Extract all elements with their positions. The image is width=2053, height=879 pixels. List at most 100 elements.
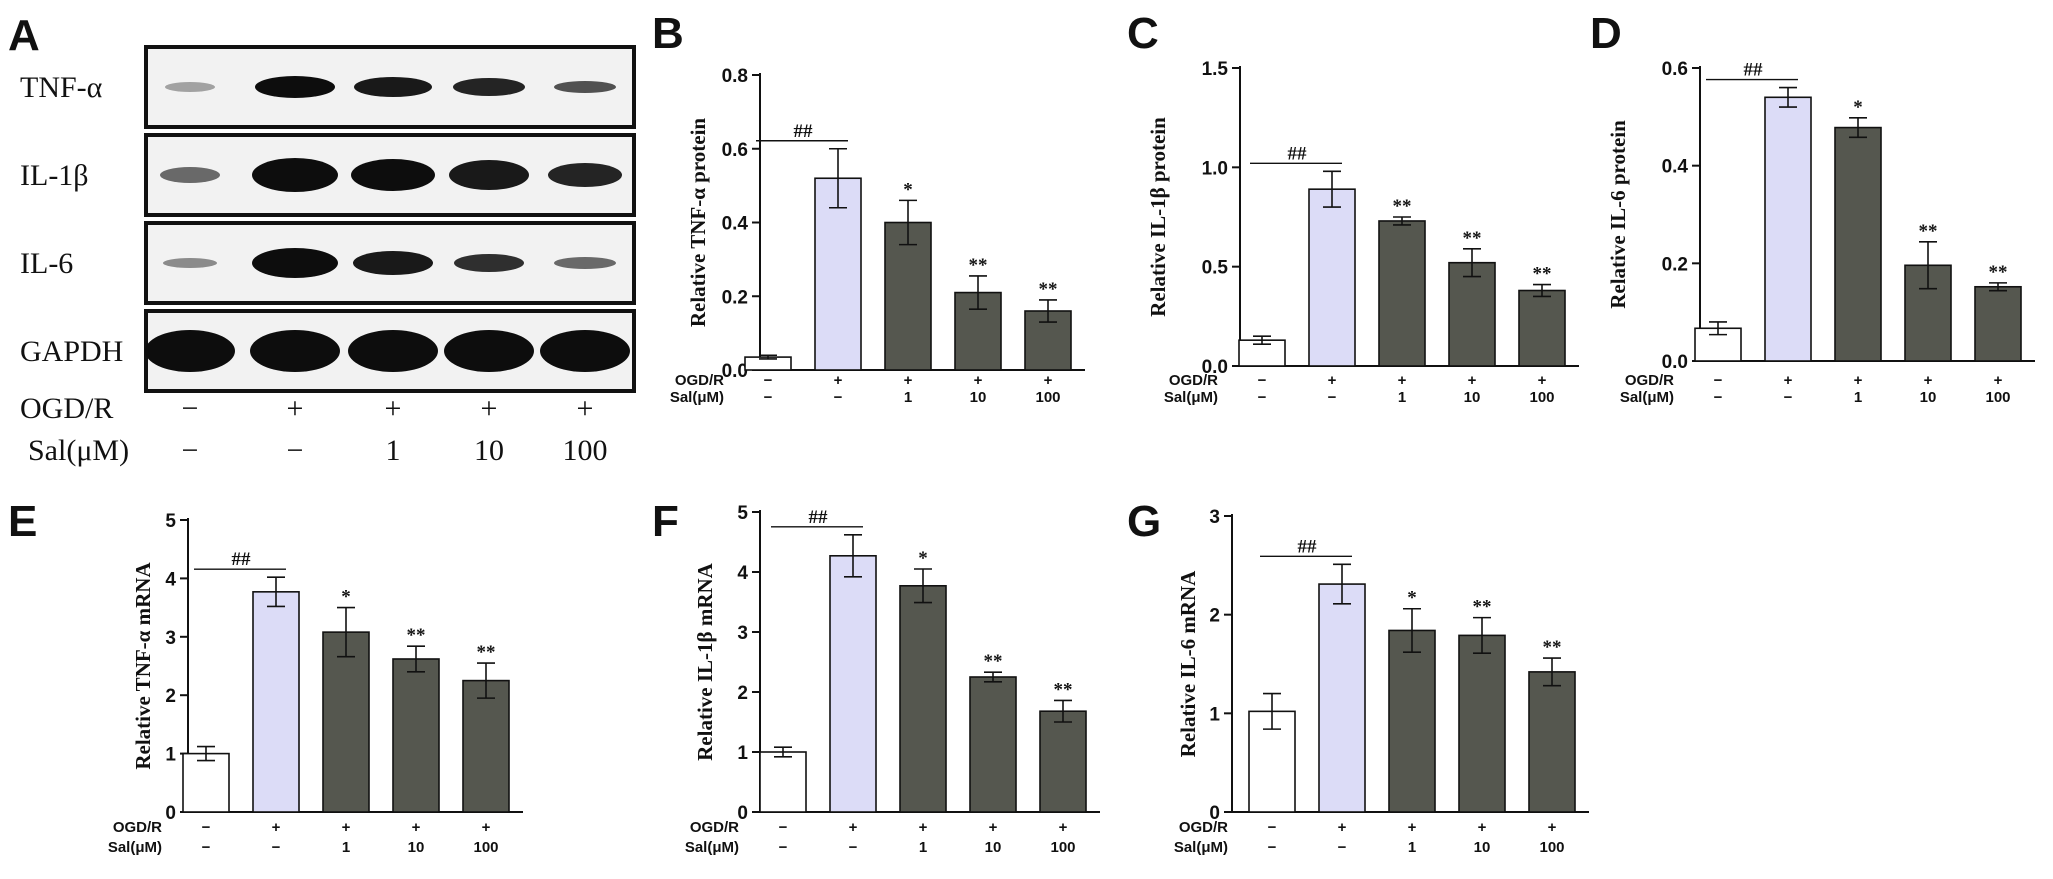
ogdr-value: + bbox=[1398, 372, 1407, 389]
bar bbox=[182, 752, 230, 813]
y-tick-label: 0.6 bbox=[1662, 59, 1688, 80]
y-tick-label: 0.4 bbox=[722, 214, 749, 235]
blot-sal-value: 10 bbox=[474, 434, 504, 467]
blot-ogdr-label: OGD/R bbox=[20, 392, 113, 425]
ogdr-value: + bbox=[1784, 372, 1793, 389]
bar bbox=[462, 679, 510, 813]
y-tick-label: 0 bbox=[737, 803, 748, 824]
y-axis-label: Relative IL-1β protein bbox=[1146, 117, 1170, 317]
significance-mark: ** bbox=[1393, 196, 1412, 217]
sal-value: − bbox=[1268, 839, 1277, 856]
y-axis-label: Relative IL-6 protein bbox=[1606, 120, 1630, 309]
ogdr-value: + bbox=[1338, 819, 1347, 836]
blot-band bbox=[444, 330, 534, 372]
bar bbox=[1378, 220, 1426, 367]
bar bbox=[1388, 629, 1436, 813]
panel-letter: D bbox=[1590, 9, 1622, 58]
blot-sal-value: 100 bbox=[563, 434, 608, 467]
bar bbox=[1528, 671, 1576, 813]
hash-mark: ## bbox=[809, 507, 829, 528]
sal-value: 1 bbox=[904, 389, 912, 406]
blot-ogdr-value: − bbox=[182, 392, 199, 425]
chart-panel-f: F Relative IL-1β mRNA 0 1 2 3 4 5 − − + − * +1 ** +10 **… bbox=[652, 497, 1100, 856]
ogdr-value: + bbox=[1538, 372, 1547, 389]
blot-band bbox=[453, 78, 525, 96]
sal-value: 10 bbox=[1920, 389, 1937, 406]
bar bbox=[1518, 289, 1566, 367]
sal-value: 10 bbox=[1474, 839, 1491, 856]
blot-conditions: OGD/R Sal(μM) − + + + + − − 1 10 100 bbox=[20, 392, 608, 467]
hash-mark: ## bbox=[1744, 60, 1764, 81]
ogdr-value: + bbox=[1924, 372, 1933, 389]
sal-label: Sal(μM) bbox=[1164, 389, 1218, 406]
y-tick-label: 1 bbox=[737, 743, 748, 764]
sal-value: 100 bbox=[1539, 839, 1564, 856]
blot-row-label: IL-6 bbox=[20, 247, 73, 280]
blot-row: GAPDH bbox=[20, 309, 636, 393]
sal-value: 100 bbox=[1050, 839, 1075, 856]
sal-value: 100 bbox=[1985, 389, 2010, 406]
sal-value: − bbox=[1714, 389, 1723, 406]
blot-band bbox=[449, 160, 529, 190]
hash-mark: ## bbox=[794, 121, 814, 142]
y-axis-label: Relative IL-6 mRNA bbox=[1176, 570, 1200, 757]
y-tick-label: 4 bbox=[165, 569, 176, 590]
sal-value: − bbox=[202, 839, 211, 856]
panel-letter: G bbox=[1127, 497, 1161, 546]
blot-band bbox=[348, 330, 438, 372]
sal-label: Sal(μM) bbox=[108, 839, 162, 856]
ogdr-value: + bbox=[342, 819, 351, 836]
y-tick-label: 3 bbox=[165, 628, 176, 649]
blot-row-label: GAPDH bbox=[20, 335, 123, 368]
significance-mark: * bbox=[341, 587, 351, 608]
panel-letter: C bbox=[1127, 9, 1159, 58]
blot-row: IL-1β bbox=[20, 133, 636, 217]
bar bbox=[392, 658, 440, 813]
panel-letter: E bbox=[8, 497, 37, 546]
significance-mark: ** bbox=[1039, 279, 1058, 300]
ogdr-value: − bbox=[202, 819, 211, 836]
sal-value: 1 bbox=[1408, 839, 1416, 856]
blot-ogdr-value: + bbox=[385, 392, 402, 425]
ogdr-value: + bbox=[1478, 819, 1487, 836]
y-tick-label: 4 bbox=[737, 563, 748, 584]
ogdr-label: OGD/R bbox=[1625, 372, 1674, 389]
blot-band bbox=[454, 254, 524, 272]
sal-label: Sal(μM) bbox=[670, 389, 724, 406]
blot-band bbox=[145, 330, 235, 372]
hash-mark: ## bbox=[1288, 143, 1308, 164]
y-tick-label: 0.2 bbox=[722, 287, 748, 308]
sal-value: 100 bbox=[473, 839, 498, 856]
panel-letter: B bbox=[652, 9, 684, 58]
panel-letter: F bbox=[652, 497, 679, 546]
ogdr-value: + bbox=[1328, 372, 1337, 389]
y-tick-label: 0.0 bbox=[1202, 357, 1228, 378]
ogdr-value: − bbox=[1714, 372, 1723, 389]
ogdr-value: + bbox=[482, 819, 491, 836]
bar bbox=[1448, 261, 1496, 367]
blot-row: IL-6 bbox=[20, 221, 636, 305]
ogdr-value: + bbox=[272, 819, 281, 836]
significance-mark: ** bbox=[1054, 679, 1073, 700]
significance-mark: ** bbox=[1919, 221, 1938, 242]
y-tick-label: 1.0 bbox=[1202, 158, 1228, 179]
bar bbox=[884, 221, 932, 371]
sal-value: − bbox=[1784, 389, 1793, 406]
blot-row-label: TNF-α bbox=[20, 71, 103, 104]
y-axis-label: Relative IL-1β mRNA bbox=[693, 562, 717, 761]
sal-value: − bbox=[764, 389, 773, 406]
sal-value: − bbox=[834, 389, 843, 406]
significance-mark: * bbox=[1407, 588, 1417, 609]
sal-label: Sal(μM) bbox=[1174, 839, 1228, 856]
y-axis-label: Relative TNF-α protein bbox=[686, 118, 710, 328]
ogdr-label: OGD/R bbox=[1169, 372, 1218, 389]
sal-value: 10 bbox=[1464, 389, 1481, 406]
ogdr-label: OGD/R bbox=[675, 372, 724, 389]
ogdr-value: + bbox=[412, 819, 421, 836]
y-tick-label: 5 bbox=[737, 503, 748, 524]
ogdr-value: + bbox=[1548, 819, 1557, 836]
